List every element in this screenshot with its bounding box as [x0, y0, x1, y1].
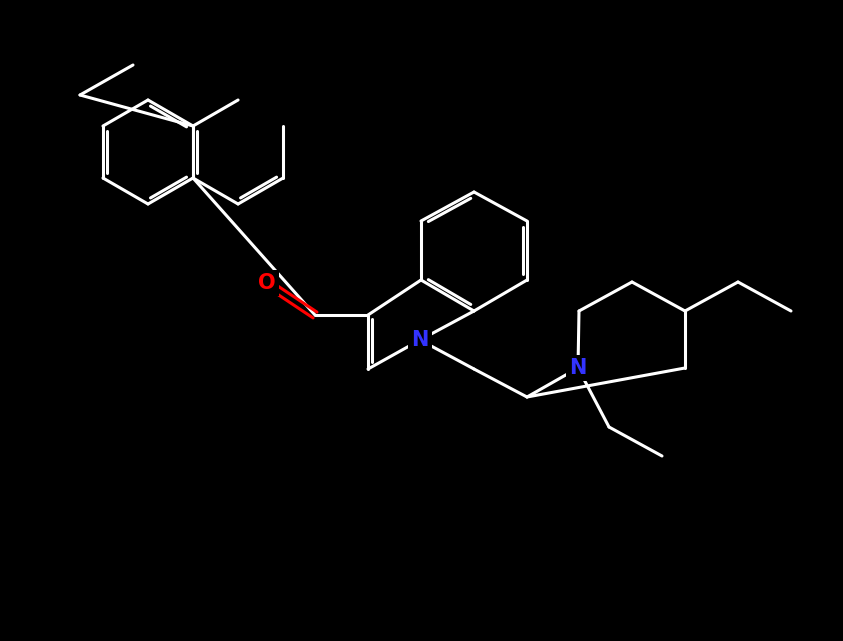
Text: O: O [258, 273, 276, 293]
Text: N: N [569, 358, 587, 378]
Text: N: N [411, 330, 429, 350]
